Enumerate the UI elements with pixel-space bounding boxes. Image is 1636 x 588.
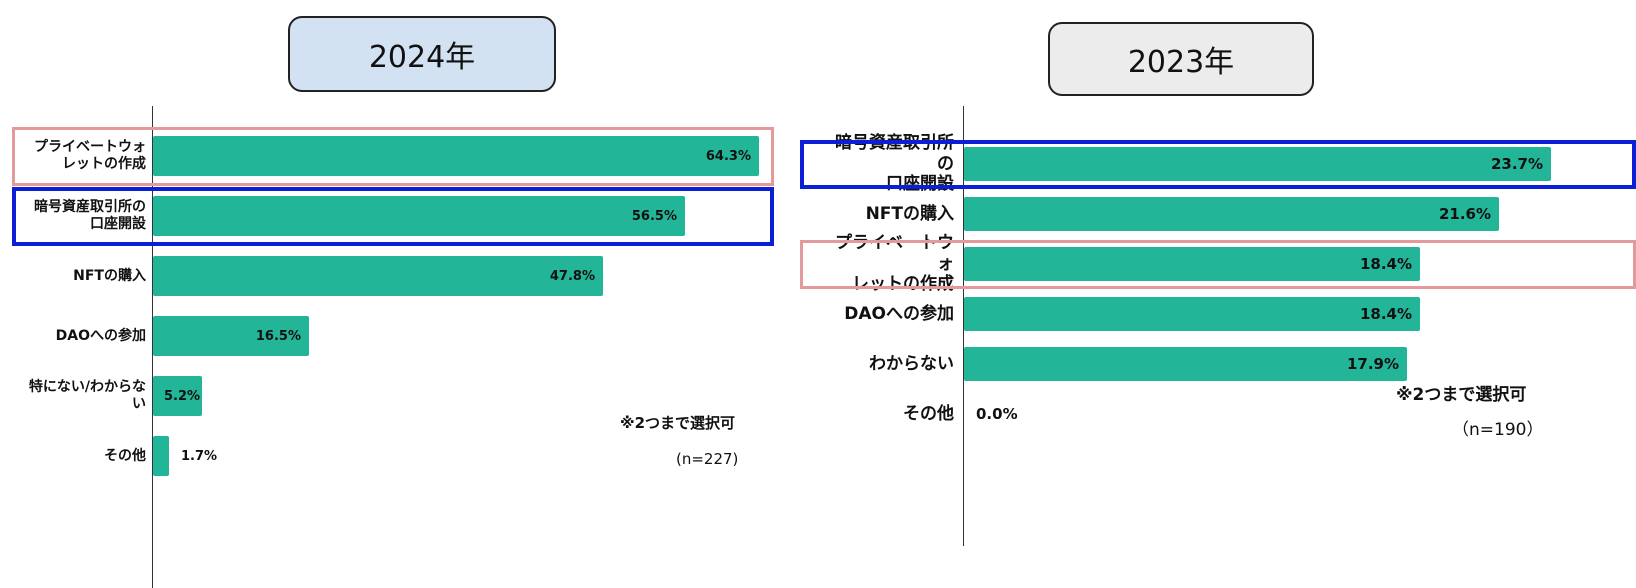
bar [964, 347, 1407, 381]
bar [964, 147, 1551, 181]
y-axis-line [963, 106, 964, 546]
category-label: NFTの購入 [73, 267, 146, 284]
category-label: 暗号資産取引所の 口座開設 [34, 199, 146, 232]
bar [964, 247, 1420, 281]
selection-note: ※2つまで選択可 [620, 414, 736, 432]
highlight-box-pink [800, 239, 1636, 289]
bar [153, 136, 759, 176]
value-label: 56.5% [631, 208, 677, 224]
category-label: NFTの購入 [865, 203, 954, 224]
selection-note: ※2つまで選択可 [1396, 385, 1527, 405]
value-label: 21.6% [1438, 205, 1491, 223]
value-label: 23.7% [1490, 155, 1543, 173]
chart-2024: 2024年 プライベートウォ レットの作成 64.3% 暗号資産取引所の 口座開設 56.… [0, 0, 810, 588]
bar [153, 436, 169, 476]
value-label: 18.4% [1359, 305, 1412, 323]
highlight-box-pink [12, 126, 774, 186]
sample-size: (n=227) [676, 450, 739, 468]
value-label: 0.0% [976, 405, 1018, 423]
bar [964, 197, 1499, 231]
bar [153, 316, 309, 356]
bar [153, 256, 603, 296]
sample-size: （n=190） [1452, 420, 1544, 440]
chart-title: 2024年 [288, 16, 556, 92]
bar [153, 196, 685, 236]
y-axis-line [152, 106, 153, 588]
bar [964, 297, 1420, 331]
category-label: DAOへの参加 [844, 303, 954, 324]
value-label: 16.5% [255, 328, 301, 344]
highlight-box-blue [800, 139, 1636, 189]
bar [153, 376, 202, 416]
value-label: 17.9% [1346, 355, 1399, 373]
value-label: 18.4% [1359, 255, 1412, 273]
chart-2023: 2023年 暗号資産取引所の 口座開設 23.7% NFTの購入 21.6% プライベート… [800, 0, 1636, 558]
highlight-box-blue [12, 186, 774, 246]
category-label: わからない [869, 353, 954, 374]
category-label: その他 [104, 447, 146, 464]
category-label: プライベートウォ レットの作成 [835, 233, 954, 295]
value-label: 64.3% [705, 148, 751, 164]
category-label: その他 [903, 403, 954, 424]
value-label: 1.7% [181, 448, 218, 464]
category-label: DAOへの参加 [55, 327, 146, 344]
chart-title: 2023年 [1048, 22, 1314, 96]
category-label: プライベートウォ レットの作成 [34, 139, 146, 172]
value-label: 5.2% [164, 388, 201, 404]
value-label: 47.8% [549, 268, 595, 284]
category-label: 特にない/わからない [28, 379, 146, 412]
